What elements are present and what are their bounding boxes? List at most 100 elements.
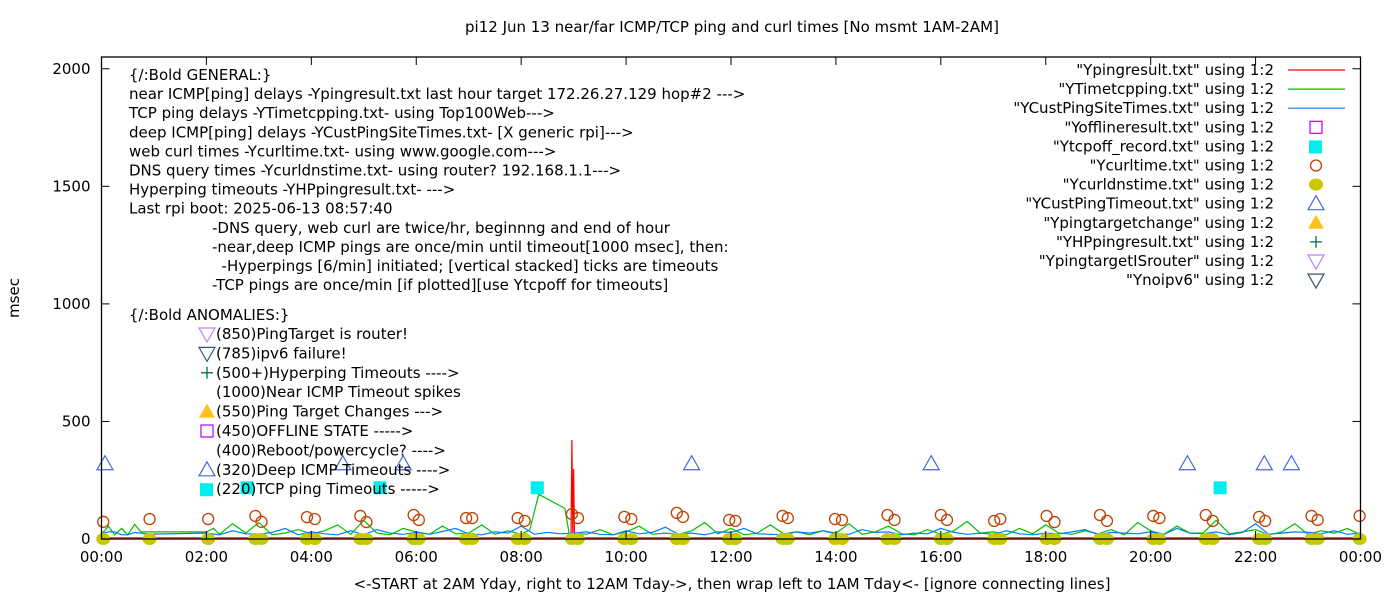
series-4 [240, 481, 1227, 495]
data-point [518, 514, 531, 528]
data-point-shape [1213, 481, 1227, 495]
data-point [1147, 509, 1160, 523]
data-point [1048, 515, 1061, 529]
x-tick-label: 10:00 [604, 548, 647, 566]
data-point-shape [202, 512, 215, 526]
data-point-shape [1252, 510, 1266, 524]
data-point [940, 513, 954, 527]
legend: "Ypingresult.txt" using 1:2"YTimetcpping… [1013, 61, 1345, 290]
annotation-general-line: near ICMP[ping] delays -Ypingresult.txt … [129, 85, 745, 103]
legend-marker-sample-shape [1310, 235, 1322, 248]
data-point [1305, 509, 1318, 523]
data-point [994, 512, 1007, 526]
legend-marker-sample [1309, 178, 1323, 191]
data-point-shape [723, 513, 736, 527]
data-point [922, 454, 941, 471]
y-tick-label: 1500 [52, 177, 90, 195]
data-point-shape [394, 454, 413, 471]
data-point-shape [1206, 514, 1219, 528]
data-point-shape [888, 513, 901, 527]
y-tick-label: 0 [81, 530, 91, 548]
annotation-general-line: -TCP pings are once/min [if plotted][use… [212, 276, 668, 294]
data-point-shape [1100, 514, 1114, 528]
annotation-anomaly-line: (1000)Near ICMP Timeout spikes [216, 383, 461, 401]
data-point-shape [940, 513, 954, 527]
data-point [835, 513, 849, 527]
data-point [459, 511, 473, 525]
data-point [618, 510, 631, 524]
data-point-shape [776, 509, 789, 523]
data-point-shape [143, 512, 156, 526]
annotation-general-line: TCP ping delays -YTimetcpping.txt- using… [128, 104, 555, 122]
annotation-general-line: deep ICMP[ping] delays -YCustPingSiteTim… [129, 123, 634, 141]
data-point [682, 454, 701, 471]
x-tick-label: 18:00 [1024, 548, 1067, 566]
legend-marker-sample [1308, 214, 1324, 229]
legend-marker-sample [1309, 159, 1323, 172]
x-tick-label: 02:00 [185, 548, 228, 566]
legend-label: "Yofflineresult.txt" using 1:2 [1064, 118, 1274, 136]
data-point [776, 509, 789, 523]
legend-entry: "Ynoipv6" using 1:2 [1126, 271, 1326, 290]
legend-entry: "YpingtargetISrouter" using 1:2 [1039, 252, 1326, 271]
annotation-general-line: Hyperping timeouts -YHPpingresult.txt- -… [129, 181, 455, 199]
data-point [1100, 514, 1114, 528]
data-point [412, 513, 426, 527]
legend-marker-sample-shape [1308, 214, 1324, 229]
data-point [1282, 454, 1301, 471]
annotation-anomaly-line: (400)Reboot/powercycle? ----> [216, 441, 446, 459]
data-point [300, 510, 314, 524]
series-1 [101, 493, 1360, 536]
data-point [781, 511, 794, 525]
annotation-symbol-shape [199, 403, 215, 418]
x-tick-label: 06:00 [395, 548, 438, 566]
legend-entry: "Ycurldnstime.txt" using 1:2 [1063, 176, 1323, 194]
legend-marker-sample [1309, 140, 1322, 154]
x-tick-label: 04:00 [290, 548, 333, 566]
data-point [988, 514, 1001, 528]
data-point-shape [625, 512, 638, 526]
data-point-shape [676, 510, 690, 524]
data-point-shape [1311, 513, 1324, 527]
legend-label: "Ycurltime.txt" using 1:2 [1089, 157, 1274, 175]
data-point [1199, 508, 1212, 522]
data-point-shape [518, 514, 531, 528]
data-point [1311, 513, 1324, 527]
annotation-symbol-shape [200, 424, 214, 438]
data-point-shape [1147, 509, 1160, 523]
data-point [670, 506, 683, 520]
legend-label: "YCustPingTimeout.txt" using 1:2 [1025, 195, 1274, 213]
data-point-shape [1305, 509, 1318, 523]
data-point-shape [994, 512, 1007, 526]
data-point-shape [95, 454, 115, 471]
legend-entry: "Ypingtargetchange" using 1:2 [1043, 214, 1324, 232]
annotation-symbol-shape [201, 366, 213, 379]
data-point-shape [729, 514, 742, 528]
data-point-shape [249, 509, 262, 523]
data-point [511, 511, 524, 525]
x-tick-label: 20:00 [1129, 548, 1172, 566]
series-line [101, 493, 1360, 536]
annotation-anomaly-line: (320)Deep ICMP Timeouts ----> [216, 461, 450, 479]
data-point-shape [1255, 454, 1274, 471]
annotation-general-line: web curl times -Ycurltime.txt- using www… [129, 142, 556, 160]
annotation-symbol-shape [197, 460, 217, 477]
legend-label: "YHPpingresult.txt" using 1:2 [1056, 233, 1274, 251]
data-point-shape [412, 513, 426, 527]
legend-label: "Ynoipv6" using 1:2 [1126, 271, 1274, 289]
legend-label: "Ypingtargetchange" using 1:2 [1043, 214, 1274, 232]
data-point-shape [835, 513, 849, 527]
data-point [1206, 514, 1219, 528]
data-point-shape [511, 511, 524, 525]
legend-label: "YCustPingSiteTimes.txt" using 1:2 [1013, 99, 1274, 117]
annotation-symbol [199, 403, 215, 418]
annotation-anomalies-title: {/:Bold ANOMALIES:} [129, 306, 289, 324]
legend-marker-sample-shape [1306, 273, 1326, 290]
legend-marker-sample-shape [1309, 140, 1322, 154]
y-tick-label: 500 [62, 412, 91, 430]
data-point [360, 515, 373, 529]
annotation-general-line: Last rpi boot: 2025-06-13 08:57:40 [129, 200, 393, 218]
legend-marker-sample-shape [1309, 159, 1323, 172]
data-point [676, 510, 690, 524]
data-point-shape [97, 515, 110, 528]
